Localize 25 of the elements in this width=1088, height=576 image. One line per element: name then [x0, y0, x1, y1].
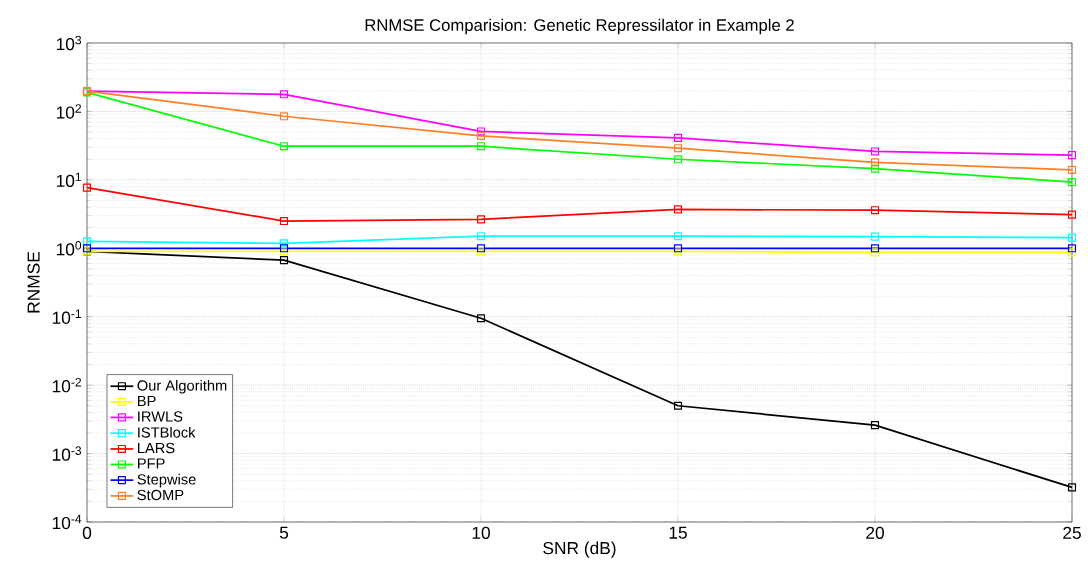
legend-label: Stepwise: [137, 473, 196, 488]
x-tick-label: 10: [472, 526, 490, 539]
y-tick-label: 10$^{1}$: [56, 172, 82, 188]
legend-label: PFP: [138, 458, 165, 469]
x-tick-label: 0: [82, 526, 92, 539]
legend-label: IRWLS: [138, 411, 183, 422]
legend-label: StOMP: [137, 489, 184, 501]
y-tick-label: 10$^{0}$: [56, 241, 82, 256]
y-axis-title: RNMSE: [27, 251, 40, 313]
y-tick-label: 10$^{2}$: [56, 104, 82, 119]
x-tick-label: 5: [279, 526, 289, 539]
legend-label: BP: [138, 395, 156, 406]
legend-label: LARS: [138, 442, 175, 454]
x-tick-label: 15: [669, 526, 687, 539]
chart-title: RNMSE Comparision: Genetic Repressilator in Example 2: [365, 18, 794, 35]
legend-label: ISTBlock: [138, 426, 196, 438]
legend-label: Our Algorithm: [137, 379, 227, 394]
y-tick-label: 10$^{3}$: [56, 35, 82, 51]
y-tick-label: 10$^{-1}$: [52, 309, 82, 324]
x-axis-title: SNR (dB): [543, 541, 616, 558]
x-tick-label: 25: [1063, 526, 1081, 539]
y-tick-label: 10$^{-4}$: [52, 514, 82, 530]
x-tick-label: 20: [866, 526, 884, 539]
y-tick-label: 10$^{-3}$: [52, 446, 82, 461]
y-tick-label: 10$^{-2}$: [52, 377, 82, 393]
